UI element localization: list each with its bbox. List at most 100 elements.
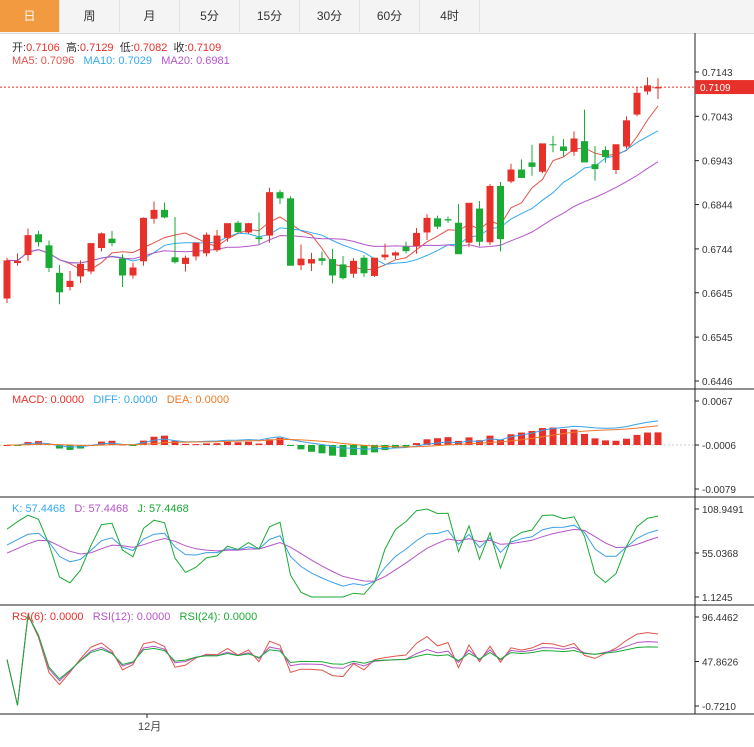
tab-6[interactable]: 30分: [300, 0, 360, 32]
rsi-axis-label: 47.8626: [702, 658, 739, 669]
candle-body: [476, 208, 483, 242]
price-axis-label: 0.7043: [702, 112, 733, 123]
ma-legend: MA5: 0.7096 MA10: 0.7029 MA20: 0.6981: [12, 55, 230, 67]
macd-histogram-bar: [434, 438, 441, 445]
candle-body: [518, 169, 525, 178]
tab-7[interactable]: 60分: [360, 0, 420, 32]
ma10-legend: MA10: 0.7029: [83, 55, 153, 67]
candle-body: [581, 141, 588, 163]
candle-body: [497, 185, 504, 240]
tab-5[interactable]: 15分: [240, 0, 300, 32]
candle-body: [602, 150, 609, 158]
macd-histogram-bar: [150, 436, 158, 445]
ohlc-legend: 开:0.7106 高:0.7129 低:0.7082 收:0.7109: [12, 39, 221, 55]
macd-histogram-bar: [318, 445, 326, 454]
macd-histogram-bar: [381, 445, 389, 451]
macd-histogram-bar: [581, 433, 588, 445]
x-axis-label-dec: 12月: [138, 721, 162, 733]
macd-histogram-bar: [66, 445, 74, 450]
candle-body: [654, 87, 662, 89]
macd-histogram-bar: [129, 445, 137, 446]
macd-legend-dea: DEA: 0.0000: [166, 394, 230, 406]
high-value: 0.7129: [79, 42, 114, 54]
macd-histogram-bar: [161, 435, 168, 445]
rsi6-line: [6, 613, 659, 706]
tab-1[interactable]: 日: [0, 0, 60, 32]
macd-histogram-bar: [329, 445, 336, 456]
candle-body: [591, 164, 599, 170]
candle-body: [276, 192, 284, 199]
candle-body: [245, 223, 252, 233]
candle-body: [444, 219, 452, 221]
candle-body: [360, 257, 368, 274]
macd-histogram-bar: [213, 443, 221, 445]
macd-diff-line: [7, 420, 659, 450]
candle-body: [35, 234, 42, 243]
candle-body: [465, 202, 473, 243]
candle-body: [3, 260, 11, 299]
candle-body: [87, 243, 95, 272]
candle-body: [507, 169, 515, 182]
rsi6-legend: RSI(6): 0.0000: [12, 611, 84, 623]
candle-body: [192, 242, 200, 257]
macd-histogram-bar: [245, 441, 252, 445]
macd-legend-macd: MACD: 0.0000: [12, 394, 85, 406]
kdj-j-line: [6, 508, 659, 598]
price-axis-label: 0.6446: [702, 377, 733, 388]
candle-body: [402, 246, 410, 252]
candle-body: [182, 257, 189, 264]
candle-body: [623, 120, 630, 147]
open-value: 0.7106: [26, 42, 60, 54]
macd-histogram-bar: [56, 445, 63, 449]
candle-body: [392, 252, 399, 256]
macd-histogram-bar: [171, 440, 179, 445]
macd-histogram-bar: [402, 445, 410, 447]
macd-histogram-bar: [339, 445, 347, 457]
low-value: 0.7082: [133, 42, 168, 54]
macd-histogram-bar: [591, 438, 599, 445]
candle-body: [108, 238, 116, 244]
macd-histogram-bar: [413, 443, 420, 445]
macd-histogram-bar: [255, 443, 263, 445]
macd-histogram-bar: [308, 445, 315, 452]
candle-body: [150, 209, 158, 219]
rsi24-line: [6, 613, 659, 706]
kdj-legend-k: K: 57.4468: [12, 503, 66, 515]
macd-histogram-bar: [612, 440, 620, 445]
candle-body: [161, 209, 168, 218]
candle-body: [255, 237, 263, 240]
candle-body: [371, 257, 378, 276]
macd-histogram-bar: [297, 445, 305, 450]
macd-histogram-bar: [549, 427, 557, 445]
candle-body: [56, 272, 63, 293]
macd-histogram-bar: [644, 432, 651, 445]
candle-body: [329, 259, 336, 276]
macd-axis-label: 0.0067: [702, 397, 733, 408]
macd-histogram-bar: [560, 429, 567, 445]
tab-8[interactable]: 4时: [420, 0, 480, 32]
candle-body: [287, 198, 294, 266]
candle-body: [171, 257, 179, 263]
ma20-line: [6, 161, 659, 264]
candle-body: [98, 233, 105, 249]
candle-body: [528, 162, 536, 167]
current-price-label: 0.7109: [700, 83, 731, 94]
candle-body: [14, 260, 21, 264]
open-label: 开:: [12, 42, 27, 54]
candle-body: [119, 258, 126, 276]
macd-histogram-bar: [570, 429, 578, 445]
period-tab-bar: 日周月 5分 15分 30分 60分 4时: [0, 0, 754, 34]
candle-body: [644, 85, 651, 92]
tab-2[interactable]: 周: [60, 0, 120, 32]
candle-body: [266, 192, 273, 236]
candle-body: [486, 185, 494, 243]
tab-4[interactable]: 5分: [180, 0, 240, 32]
tab-3[interactable]: 月: [120, 0, 180, 32]
macd-histogram-bar: [602, 440, 609, 445]
current-price-tag: [695, 80, 754, 95]
rsi12-line: [6, 613, 659, 706]
macd-histogram-bar: [518, 432, 525, 445]
price-axis-label: 0.6844: [702, 201, 733, 212]
rsi12-legend: RSI(12): 0.0000: [92, 611, 171, 623]
